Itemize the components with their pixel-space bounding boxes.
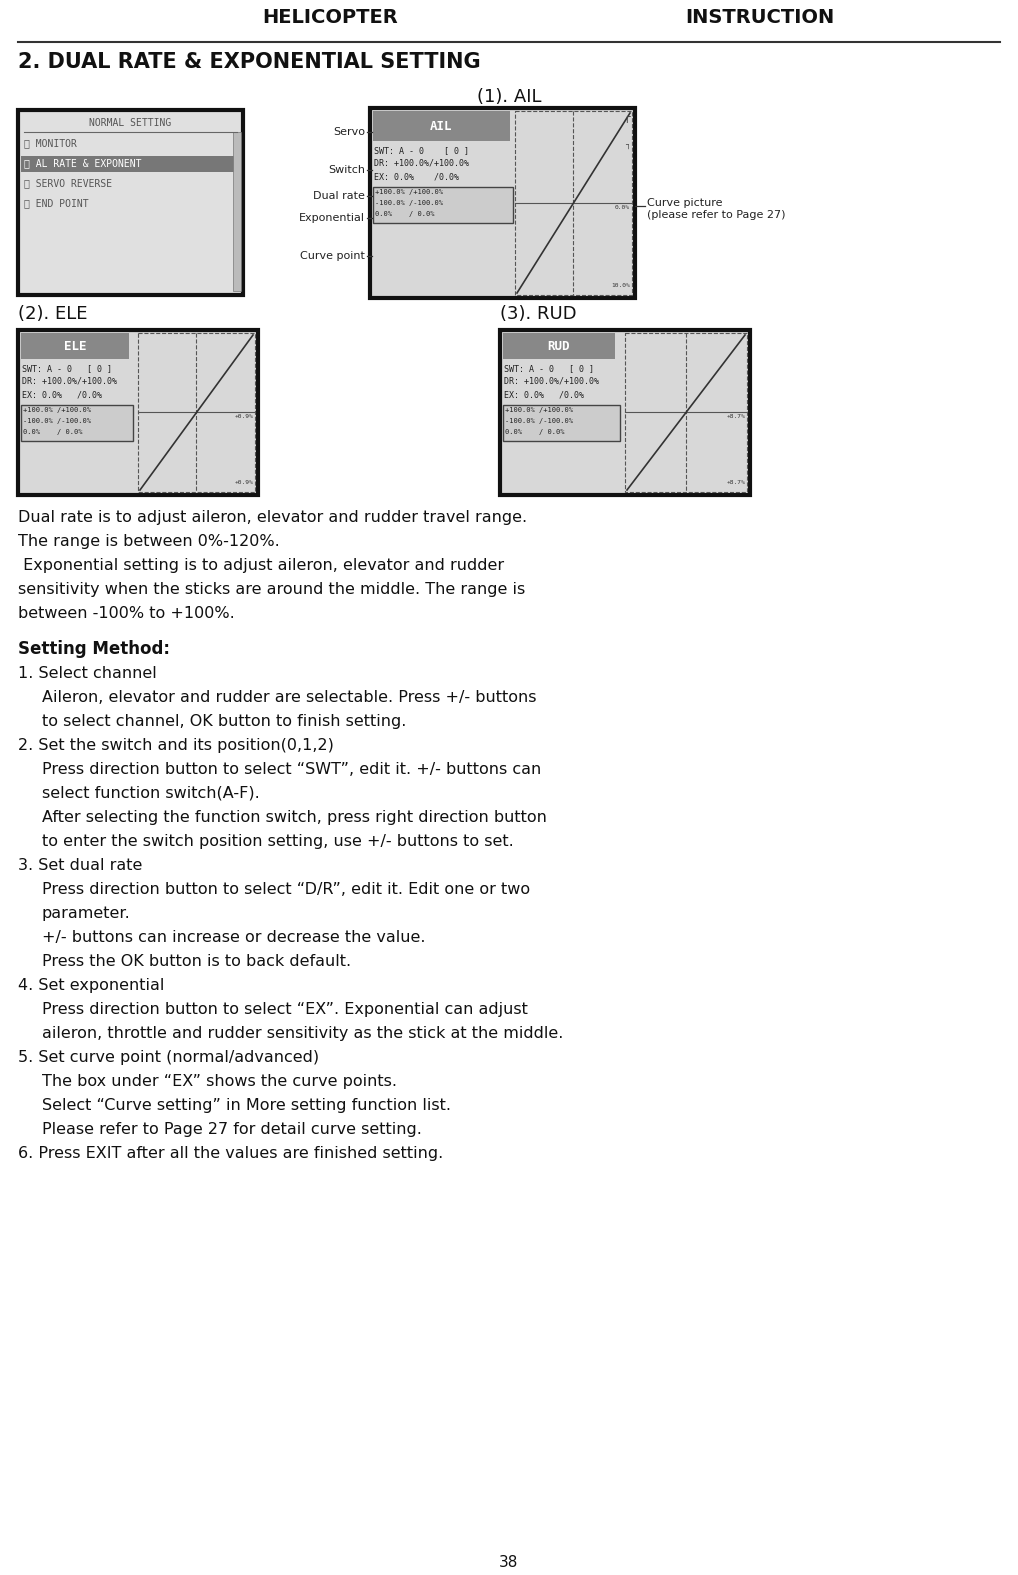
Text: 10.0%: 10.0% [611,284,630,288]
Text: 5. Set curve point (normal/advanced): 5. Set curve point (normal/advanced) [18,1051,319,1065]
Text: -100.0% /-100.0%: -100.0% /-100.0% [23,417,91,424]
Text: Exponential: Exponential [299,213,365,224]
Text: Servo: Servo [333,128,365,137]
Text: DR: +100.0%/+100.0%: DR: +100.0%/+100.0% [374,159,469,169]
Text: between -100% to +100%.: between -100% to +100%. [18,606,235,621]
Text: RUD: RUD [548,340,570,353]
Text: EX: 0.0%   /0.0%: EX: 0.0% /0.0% [504,391,584,398]
Text: Curve point: Curve point [300,250,365,261]
Bar [503,405,620,441]
Text: EX: 0.0%   /0.0%: EX: 0.0% /0.0% [22,391,102,398]
Text: 38: 38 [499,1555,519,1570]
Text: (1). AIL: (1). AIL [476,88,542,106]
Text: NORMAL SETTING: NORMAL SETTING [89,118,171,128]
Bar [500,331,750,495]
Text: 4. Set exponential: 4. Set exponential [18,978,164,992]
Text: 0.0%    / 0.0%: 0.0% / 0.0% [505,428,565,435]
Text: The range is between 0%-120%.: The range is between 0%-120%. [18,534,280,550]
Text: Select “Curve setting” in More setting function list.: Select “Curve setting” in More setting f… [42,1098,451,1114]
Text: 0.0%: 0.0% [615,205,630,209]
Bar [21,156,240,172]
Text: Press the OK button is to back default.: Press the OK button is to back default. [42,954,351,969]
Text: sensitivity when the sticks are around the middle. The range is: sensitivity when the sticks are around t… [18,583,525,597]
Text: ┐: ┐ [625,140,630,150]
Text: ┌: ┌ [623,113,630,123]
Text: 1. Select channel: 1. Select channel [18,666,157,680]
Text: Dual rate: Dual rate [314,191,365,202]
Text: +0.9%: +0.9% [234,480,253,485]
Text: +8.7%: +8.7% [726,480,745,485]
Text: ④ END POINT: ④ END POINT [24,198,89,208]
Text: ① MONITOR: ① MONITOR [24,139,77,148]
Text: Exponential setting is to adjust aileron, elevator and rudder: Exponential setting is to adjust aileron… [18,558,504,573]
Text: to enter the switch position setting, use +/- buttons to set.: to enter the switch position setting, us… [42,835,514,849]
Text: ② AL RATE & EXPONENT: ② AL RATE & EXPONENT [24,158,142,169]
Text: The box under “EX” shows the curve points.: The box under “EX” shows the curve point… [42,1074,397,1088]
Text: to select channel, OK button to finish setting.: to select channel, OK button to finish s… [42,713,406,729]
Text: 2. Set the switch and its position(0,1,2): 2. Set the switch and its position(0,1,2… [18,739,334,753]
Bar [138,332,254,491]
Bar [625,332,747,491]
Text: +100.0% /+100.0%: +100.0% /+100.0% [505,406,573,413]
Text: parameter.: parameter. [42,906,130,921]
Text: 0.0%    / 0.0%: 0.0% / 0.0% [375,211,435,217]
Text: DR: +100.0%/+100.0%: DR: +100.0%/+100.0% [22,376,117,386]
Bar [21,405,133,441]
Text: +100.0% /+100.0%: +100.0% /+100.0% [375,189,443,195]
Text: HELICOPTER: HELICOPTER [262,8,398,27]
Text: Please refer to Page 27 for detail curve setting.: Please refer to Page 27 for detail curve… [42,1121,421,1137]
Text: Curve picture
(please refer to Page 27): Curve picture (please refer to Page 27) [647,198,786,219]
Text: INSTRUCTION: INSTRUCTION [685,8,835,27]
Bar [233,132,241,291]
Text: -100.0% /-100.0%: -100.0% /-100.0% [505,417,573,424]
Text: After selecting the function switch, press right direction button: After selecting the function switch, pre… [42,810,547,825]
Text: Dual rate is to adjust aileron, elevator and rudder travel range.: Dual rate is to adjust aileron, elevator… [18,510,527,524]
Bar [18,331,258,495]
Text: -100.0% /-100.0%: -100.0% /-100.0% [375,200,443,206]
Text: Aileron, elevator and rudder are selectable. Press +/- buttons: Aileron, elevator and rudder are selecta… [42,690,536,706]
Text: +/- buttons can increase or decrease the value.: +/- buttons can increase or decrease the… [42,929,426,945]
Text: +0.9%: +0.9% [234,414,253,419]
Text: Press direction button to select “EX”. Exponential can adjust: Press direction button to select “EX”. E… [42,1002,528,1017]
Text: select function switch(A-F).: select function switch(A-F). [42,786,260,802]
Text: +100.0% /+100.0%: +100.0% /+100.0% [23,406,91,413]
Bar [373,187,513,224]
Bar [18,110,243,295]
Text: 0.0%    / 0.0%: 0.0% / 0.0% [23,428,82,435]
Text: (2). ELE: (2). ELE [18,306,88,323]
Text: (3). RUD: (3). RUD [500,306,576,323]
Text: SWT: A - 0    [ 0 ]: SWT: A - 0 [ 0 ] [374,146,469,154]
Text: Press direction button to select “D/R”, edit it. Edit one or two: Press direction button to select “D/R”, … [42,882,530,898]
Text: Switch: Switch [328,165,365,175]
Text: 6. Press EXIT after all the values are finished setting.: 6. Press EXIT after all the values are f… [18,1147,443,1161]
Text: aileron, throttle and rudder sensitivity as the stick at the middle.: aileron, throttle and rudder sensitivity… [42,1025,563,1041]
Bar [503,332,615,359]
Bar [370,109,635,298]
Bar [21,332,129,359]
Text: 2. DUAL RATE & EXPONENTIAL SETTING: 2. DUAL RATE & EXPONENTIAL SETTING [18,52,480,72]
Text: 3. Set dual rate: 3. Set dual rate [18,858,143,873]
Text: Press direction button to select “SWT”, edit it. +/- buttons can: Press direction button to select “SWT”, … [42,762,542,776]
Text: EX: 0.0%    /0.0%: EX: 0.0% /0.0% [374,172,459,181]
Text: SWT: A - 0   [ 0 ]: SWT: A - 0 [ 0 ] [504,364,593,373]
Text: +8.7%: +8.7% [726,414,745,419]
Text: AIL: AIL [430,120,452,132]
Bar [373,110,510,142]
Text: DR: +100.0%/+100.0%: DR: +100.0%/+100.0% [504,376,599,386]
Text: ELE: ELE [64,340,87,353]
Text: SWT: A - 0   [ 0 ]: SWT: A - 0 [ 0 ] [22,364,112,373]
Text: ③ SERVO REVERSE: ③ SERVO REVERSE [24,178,112,187]
Text: Setting Method:: Setting Method: [18,639,170,658]
Bar [515,110,632,295]
